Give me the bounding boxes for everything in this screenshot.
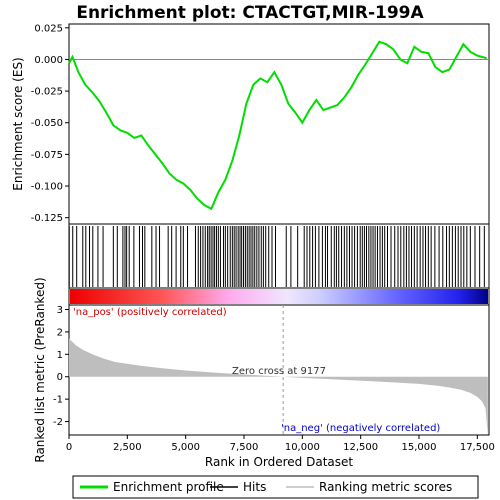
metric-y-axis-label: Ranked list metric (PreRanked): [33, 277, 47, 462]
x-tick-label: 17,500: [460, 442, 495, 453]
metric-y-tick-label: -1: [53, 395, 63, 406]
es-y-tick-label: 0.025: [34, 23, 63, 34]
x-axis-label: Rank in Ordered Dataset: [205, 455, 353, 469]
es-y-axis: 0.025 0.000 -0.025 -0.050 -0.075 -0.100 -0.125: [31, 23, 69, 224]
legend-label: Ranking metric scores: [319, 480, 452, 494]
legend: Enrichment profile Hits Ranking metric sco…: [80, 480, 452, 494]
es-y-tick-label: -0.050: [31, 118, 63, 129]
es-panel-frame: [69, 24, 489, 224]
metric-y-axis: 3 2 1 0 -1 -2: [53, 305, 69, 428]
na-neg-label: 'na_neg' (negatively correlated): [281, 423, 440, 434]
es-y-tick-label: -0.075: [31, 150, 63, 161]
na-pos-label: 'na_pos' (positively correlated): [73, 307, 227, 318]
x-tick-label: 2,500: [113, 442, 142, 453]
x-tick-label: 0: [66, 442, 72, 453]
x-tick-label: 7,500: [230, 442, 259, 453]
x-tick-label: 12,500: [343, 442, 378, 453]
es-y-tick-label: -0.125: [31, 213, 63, 224]
es-y-axis-label: Enrichment score (ES): [11, 57, 25, 190]
metric-y-tick-label: 3: [57, 305, 63, 316]
hits-marks: [69, 226, 484, 287]
enrichment-profile-line: [69, 42, 487, 209]
es-y-tick-label: -0.025: [31, 87, 63, 98]
metric-y-tick-label: -2: [53, 417, 63, 428]
es-y-tick-label: -0.100: [31, 182, 63, 193]
x-tick-label: 10,000: [285, 442, 320, 453]
metric-y-tick-label: 0: [57, 372, 63, 383]
zero-cross-label: Zero cross at 9177: [232, 366, 326, 377]
x-axis: 0 2,500 5,000 7,500 10,000 12,500 15,000 17,500: [66, 435, 495, 453]
x-tick-label: 15,000: [402, 442, 437, 453]
es-y-tick-label: 0.000: [34, 55, 63, 66]
legend-label: Hits: [243, 480, 266, 494]
metric-y-tick-label: 1: [57, 350, 63, 361]
ranking-metric-area: [69, 339, 488, 435]
ranked-list-color-bar: [70, 289, 488, 304]
chart-title: Enrichment plot: CTACTGT,MIR-199A: [76, 3, 424, 23]
metric-y-tick-label: 2: [57, 327, 63, 338]
x-tick-label: 5,000: [171, 442, 200, 453]
legend-label: Enrichment profile: [113, 480, 224, 494]
